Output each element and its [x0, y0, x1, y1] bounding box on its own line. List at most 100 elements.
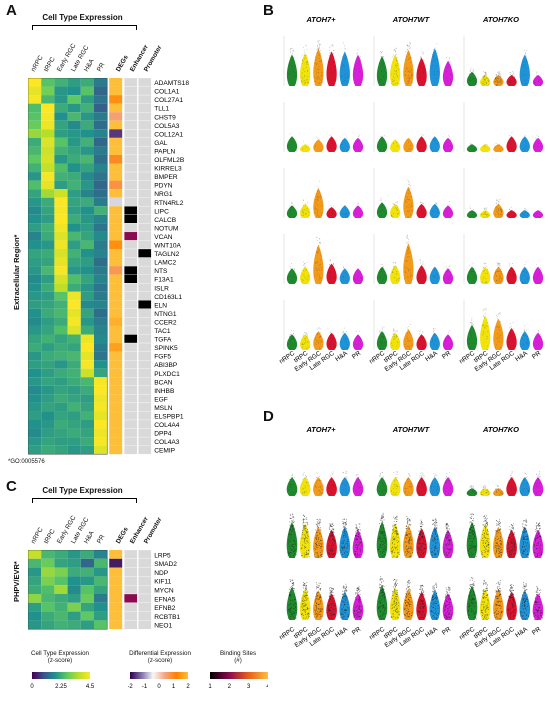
violin-dot [419, 64, 421, 66]
violin-dot [538, 471, 540, 472]
violin-dot [412, 82, 413, 84]
heatmap-cell [80, 368, 94, 378]
violin-dot [306, 532, 308, 534]
heatmap-extracellular: ADAMTS18COL1A1COL27A1TLL1CHST9COL5A3COL1… [28, 78, 189, 455]
violin-dot [383, 548, 385, 550]
violin-dot [342, 546, 344, 548]
enhancer-cell [124, 377, 138, 386]
violin-dot [446, 57, 447, 59]
violin-dot [316, 261, 318, 263]
heatmap-cell [67, 189, 81, 198]
violin-dot [329, 531, 331, 533]
violin-dot [329, 540, 331, 542]
violin-dot [333, 614, 335, 616]
violin-dot [328, 605, 330, 607]
heatmap-header-a: Cell Type Expression [42, 13, 123, 22]
violin-dot [382, 65, 384, 67]
violin-dot [536, 527, 538, 529]
violin-dot [537, 146, 539, 148]
violin-dot [333, 536, 335, 538]
violin-dot [341, 608, 343, 610]
violin-dot [317, 188, 319, 190]
violin-dot [346, 76, 348, 78]
violin-dot [395, 527, 397, 529]
violin-dot [319, 336, 321, 338]
violin-dot [498, 488, 500, 490]
violin-dot [483, 550, 485, 552]
violin-dot [536, 74, 537, 76]
violin-dot [410, 185, 412, 186]
violin-dot [509, 82, 511, 84]
violin-dot [486, 322, 488, 323]
violin-dot [316, 525, 318, 527]
violin-dot [291, 263, 293, 265]
violin-dot [319, 242, 320, 244]
violin-dot [514, 489, 516, 491]
violin-shape [376, 198, 388, 218]
violin-dot [485, 277, 487, 279]
heatmap-cell [67, 112, 81, 121]
enhancer-cell [124, 385, 138, 395]
violin-dot [483, 545, 484, 547]
violin-dot [293, 551, 295, 553]
violin-dot [290, 544, 292, 546]
violin-dot [347, 553, 349, 555]
violin-dot [472, 526, 474, 528]
violin-dot [295, 612, 297, 614]
violin-dot [306, 523, 308, 525]
violin-dot [410, 539, 412, 541]
violin-dot [524, 54, 526, 56]
violin-dot [497, 532, 499, 534]
violin-dot [288, 489, 290, 491]
violin-dot [318, 248, 319, 250]
violin-dot [393, 539, 394, 541]
violin-dot [473, 486, 475, 488]
violin-dot [500, 73, 501, 75]
violin-dot [469, 536, 471, 538]
violin-dot [437, 208, 439, 210]
violin-dot [470, 331, 472, 333]
violin-dot [380, 530, 382, 532]
violin-dot [498, 213, 500, 214]
violin-dot [526, 473, 528, 475]
violin-dot [355, 475, 357, 477]
violin-dot [501, 81, 503, 82]
violin-dot [290, 338, 292, 340]
row-group-label-a: Extracellular Region* [12, 234, 21, 310]
violin-dot [314, 145, 316, 147]
violin-dot [316, 185, 318, 187]
violin-dot [435, 547, 437, 549]
violin-dot [405, 348, 407, 350]
violin-dot [524, 521, 526, 523]
violin-dot [411, 349, 412, 350]
violin-dot [526, 338, 528, 340]
violin-shape [480, 142, 491, 152]
violin-dot [469, 347, 471, 349]
heatmap-cell [80, 223, 94, 232]
violin-dot [448, 336, 450, 338]
violin-dot [434, 532, 436, 534]
violin-dot [537, 490, 539, 492]
x-tick-b: PR [351, 350, 363, 361]
violin-dot [407, 77, 409, 79]
violin-dot [495, 74, 497, 76]
violin-dot [486, 490, 488, 491]
violin-dot [406, 538, 408, 539]
violin-dot [396, 70, 398, 72]
enhancer-cell [124, 576, 138, 586]
enhancer-cell [124, 567, 138, 577]
violin-dot [319, 518, 320, 520]
violin-dot [522, 545, 524, 547]
heatmap-cell [28, 558, 42, 568]
gene-label: CEMIP [154, 448, 175, 455]
violin-dot [471, 210, 473, 212]
promoter-cell [138, 351, 152, 361]
violin-dot [318, 607, 320, 609]
violin-dot [331, 607, 333, 609]
violin-dot [408, 542, 410, 544]
violin-dot [509, 268, 511, 270]
violin-dot [497, 77, 499, 79]
violin-dot [357, 49, 359, 51]
violin-dot [537, 529, 539, 531]
violin-dot [511, 534, 513, 536]
